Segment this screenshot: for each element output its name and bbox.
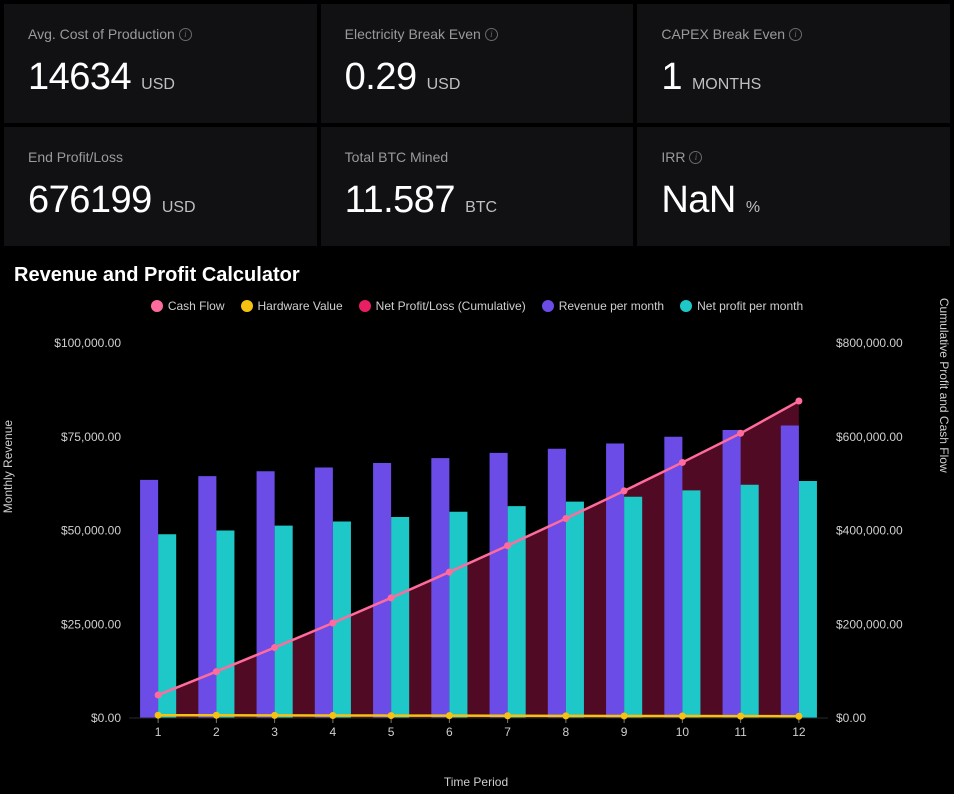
svg-text:10: 10 bbox=[676, 725, 690, 739]
chart-title: Revenue and Profit Calculator bbox=[14, 264, 940, 287]
metric-end-profit-loss: End Profit/Loss 676199 USD bbox=[4, 127, 317, 246]
svg-text:4: 4 bbox=[330, 725, 337, 739]
metric-value: 11.587 bbox=[345, 179, 455, 222]
metric-label: Avg. Cost of Production i bbox=[28, 26, 293, 42]
legend-item[interactable]: Net profit per month bbox=[680, 299, 803, 313]
legend-label: Revenue per month bbox=[559, 299, 664, 313]
svg-text:5: 5 bbox=[388, 725, 395, 739]
x-axis-label: Time Period bbox=[444, 775, 508, 789]
legend-label: Net profit per month bbox=[697, 299, 803, 313]
svg-text:1: 1 bbox=[155, 725, 162, 739]
svg-text:11: 11 bbox=[734, 725, 747, 739]
legend-item[interactable]: Revenue per month bbox=[542, 299, 664, 313]
metric-label: IRR i bbox=[661, 149, 926, 165]
svg-text:8: 8 bbox=[563, 725, 570, 739]
svg-text:$25,000.00: $25,000.00 bbox=[61, 617, 121, 631]
metric-value-row: 676199 USD bbox=[28, 179, 293, 222]
legend-label: Hardware Value bbox=[258, 299, 343, 313]
svg-text:$75,000.00: $75,000.00 bbox=[61, 430, 121, 444]
metric-irr: IRR i NaN % bbox=[637, 127, 950, 246]
metric-unit: USD bbox=[141, 76, 175, 94]
metric-value-row: 0.29 USD bbox=[345, 56, 610, 99]
svg-text:6: 6 bbox=[446, 725, 453, 739]
metric-value-row: 11.587 BTC bbox=[345, 179, 610, 222]
revenue-profit-chart: $0.00 $25,000.00 $50,000.00 $75,000.00 $100,… bbox=[14, 323, 938, 763]
info-icon[interactable]: i bbox=[689, 151, 702, 164]
metric-unit: USD bbox=[162, 199, 196, 217]
legend-swatch bbox=[680, 300, 692, 312]
metric-unit: MONTHS bbox=[692, 76, 761, 94]
legend-label: Cash Flow bbox=[168, 299, 225, 313]
legend-item[interactable]: Hardware Value bbox=[241, 299, 343, 313]
svg-text:7: 7 bbox=[504, 725, 511, 739]
svg-text:$0.00: $0.00 bbox=[91, 711, 121, 725]
metric-value: 676199 bbox=[28, 179, 152, 222]
metric-label-text: End Profit/Loss bbox=[28, 149, 123, 165]
metric-value-row: 14634 USD bbox=[28, 56, 293, 99]
metric-label: Electricity Break Even i bbox=[345, 26, 610, 42]
info-icon[interactable]: i bbox=[179, 28, 192, 41]
y-left-axis-label: Monthly Revenue bbox=[1, 420, 15, 513]
metric-value-row: 1 MONTHS bbox=[661, 56, 926, 99]
metric-label-text: Total BTC Mined bbox=[345, 149, 448, 165]
info-icon[interactable]: i bbox=[789, 28, 802, 41]
svg-text:3: 3 bbox=[271, 725, 278, 739]
metric-label: CAPEX Break Even i bbox=[661, 26, 926, 42]
metric-value-row: NaN % bbox=[661, 179, 926, 222]
svg-text:$600,000.00: $600,000.00 bbox=[836, 430, 903, 444]
chart-section: Revenue and Profit Calculator Cash Flow H… bbox=[0, 250, 954, 783]
legend-swatch bbox=[151, 300, 163, 312]
legend-swatch bbox=[542, 300, 554, 312]
metric-label: Total BTC Mined bbox=[345, 149, 610, 165]
metric-unit: % bbox=[746, 199, 760, 217]
metric-label-text: CAPEX Break Even bbox=[661, 26, 785, 42]
metric-unit: BTC bbox=[465, 199, 497, 217]
metric-unit: USD bbox=[427, 76, 461, 94]
metrics-grid: Avg. Cost of Production i 14634 USD Elec… bbox=[0, 0, 954, 250]
svg-text:$50,000.00: $50,000.00 bbox=[61, 524, 121, 538]
y-right-axis-label: Cumulative Profit and Cash Flow bbox=[937, 298, 951, 473]
metric-value: 14634 bbox=[28, 56, 131, 99]
metric-label-text: Electricity Break Even bbox=[345, 26, 481, 42]
metric-label: End Profit/Loss bbox=[28, 149, 293, 165]
metric-value: NaN bbox=[661, 179, 736, 222]
svg-text:2: 2 bbox=[213, 725, 220, 739]
metric-value: 1 bbox=[661, 56, 682, 99]
chart-legend: Cash Flow Hardware Value Net Profit/Loss (… bbox=[14, 299, 940, 313]
metric-avg-cost-production: Avg. Cost of Production i 14634 USD bbox=[4, 4, 317, 123]
metric-label-text: Avg. Cost of Production bbox=[28, 26, 175, 42]
svg-text:$0.00: $0.00 bbox=[836, 711, 866, 725]
legend-swatch bbox=[359, 300, 371, 312]
metric-electricity-break-even: Electricity Break Even i 0.29 USD bbox=[321, 4, 634, 123]
metric-value: 0.29 bbox=[345, 56, 417, 99]
svg-text:$400,000.00: $400,000.00 bbox=[836, 524, 903, 538]
svg-text:$800,000.00: $800,000.00 bbox=[836, 336, 903, 350]
metric-total-btc-mined: Total BTC Mined 11.587 BTC bbox=[321, 127, 634, 246]
metric-label-text: IRR bbox=[661, 149, 685, 165]
svg-text:9: 9 bbox=[621, 725, 628, 739]
svg-text:$200,000.00: $200,000.00 bbox=[836, 617, 903, 631]
info-icon[interactable]: i bbox=[485, 28, 498, 41]
metric-capex-break-even: CAPEX Break Even i 1 MONTHS bbox=[637, 4, 950, 123]
legend-item[interactable]: Net Profit/Loss (Cumulative) bbox=[359, 299, 526, 313]
chart-wrap: Monthly Revenue Cumulative Profit and Ca… bbox=[14, 323, 938, 783]
svg-text:12: 12 bbox=[792, 725, 806, 739]
svg-text:$100,000.00: $100,000.00 bbox=[54, 336, 121, 350]
legend-item[interactable]: Cash Flow bbox=[151, 299, 225, 313]
legend-swatch bbox=[241, 300, 253, 312]
legend-label: Net Profit/Loss (Cumulative) bbox=[376, 299, 526, 313]
